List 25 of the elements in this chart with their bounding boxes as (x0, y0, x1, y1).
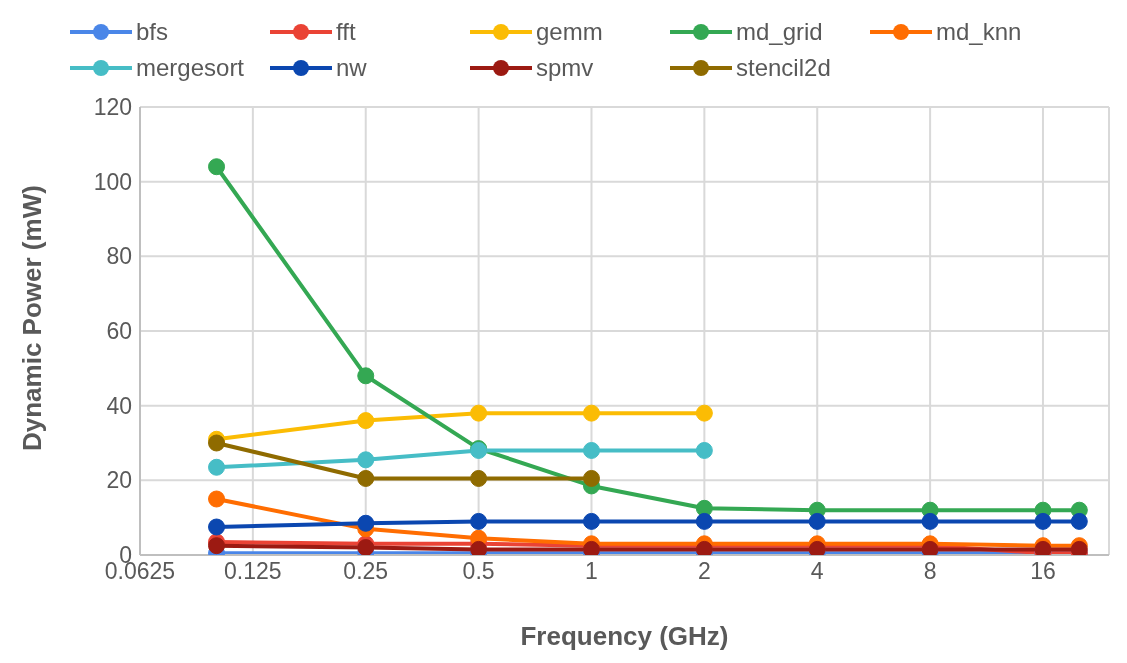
x-tick-label: 0.25 (343, 558, 389, 585)
x-axis-title: Frequency (GHz) (520, 621, 729, 651)
x-tick-label: 4 (810, 558, 824, 585)
y-tick-label: 60 (106, 318, 132, 345)
legend-label: gemm (536, 18, 603, 46)
y-axis-title: Dynamic Power (mW) (17, 185, 48, 451)
legend-label: spmv (536, 54, 594, 82)
legend-label: mergesort (136, 54, 245, 82)
legend-label: stencil2d (736, 54, 831, 82)
x-tick-label: 1 (585, 558, 598, 585)
y-tick-label: 100 (93, 168, 132, 195)
x-tick-label: 2 (697, 558, 711, 585)
y-tick-label: 80 (106, 243, 132, 270)
legend-label: nw (336, 54, 367, 82)
y-tick-label: 40 (106, 392, 132, 419)
x-tick-label: 0.5 (462, 558, 495, 585)
y-tick-label: 120 (93, 94, 132, 121)
legend-label: md_knn (936, 18, 1022, 46)
legend-label: md_grid (736, 18, 823, 46)
y-tick-label: 20 (106, 467, 132, 494)
legend-label: fft (336, 18, 356, 46)
x-tick-label: 16 (1030, 558, 1056, 585)
x-tick-label: 8 (923, 558, 937, 585)
legend-label: bfs (136, 18, 169, 46)
x-tick-label: 0.125 (224, 558, 282, 585)
